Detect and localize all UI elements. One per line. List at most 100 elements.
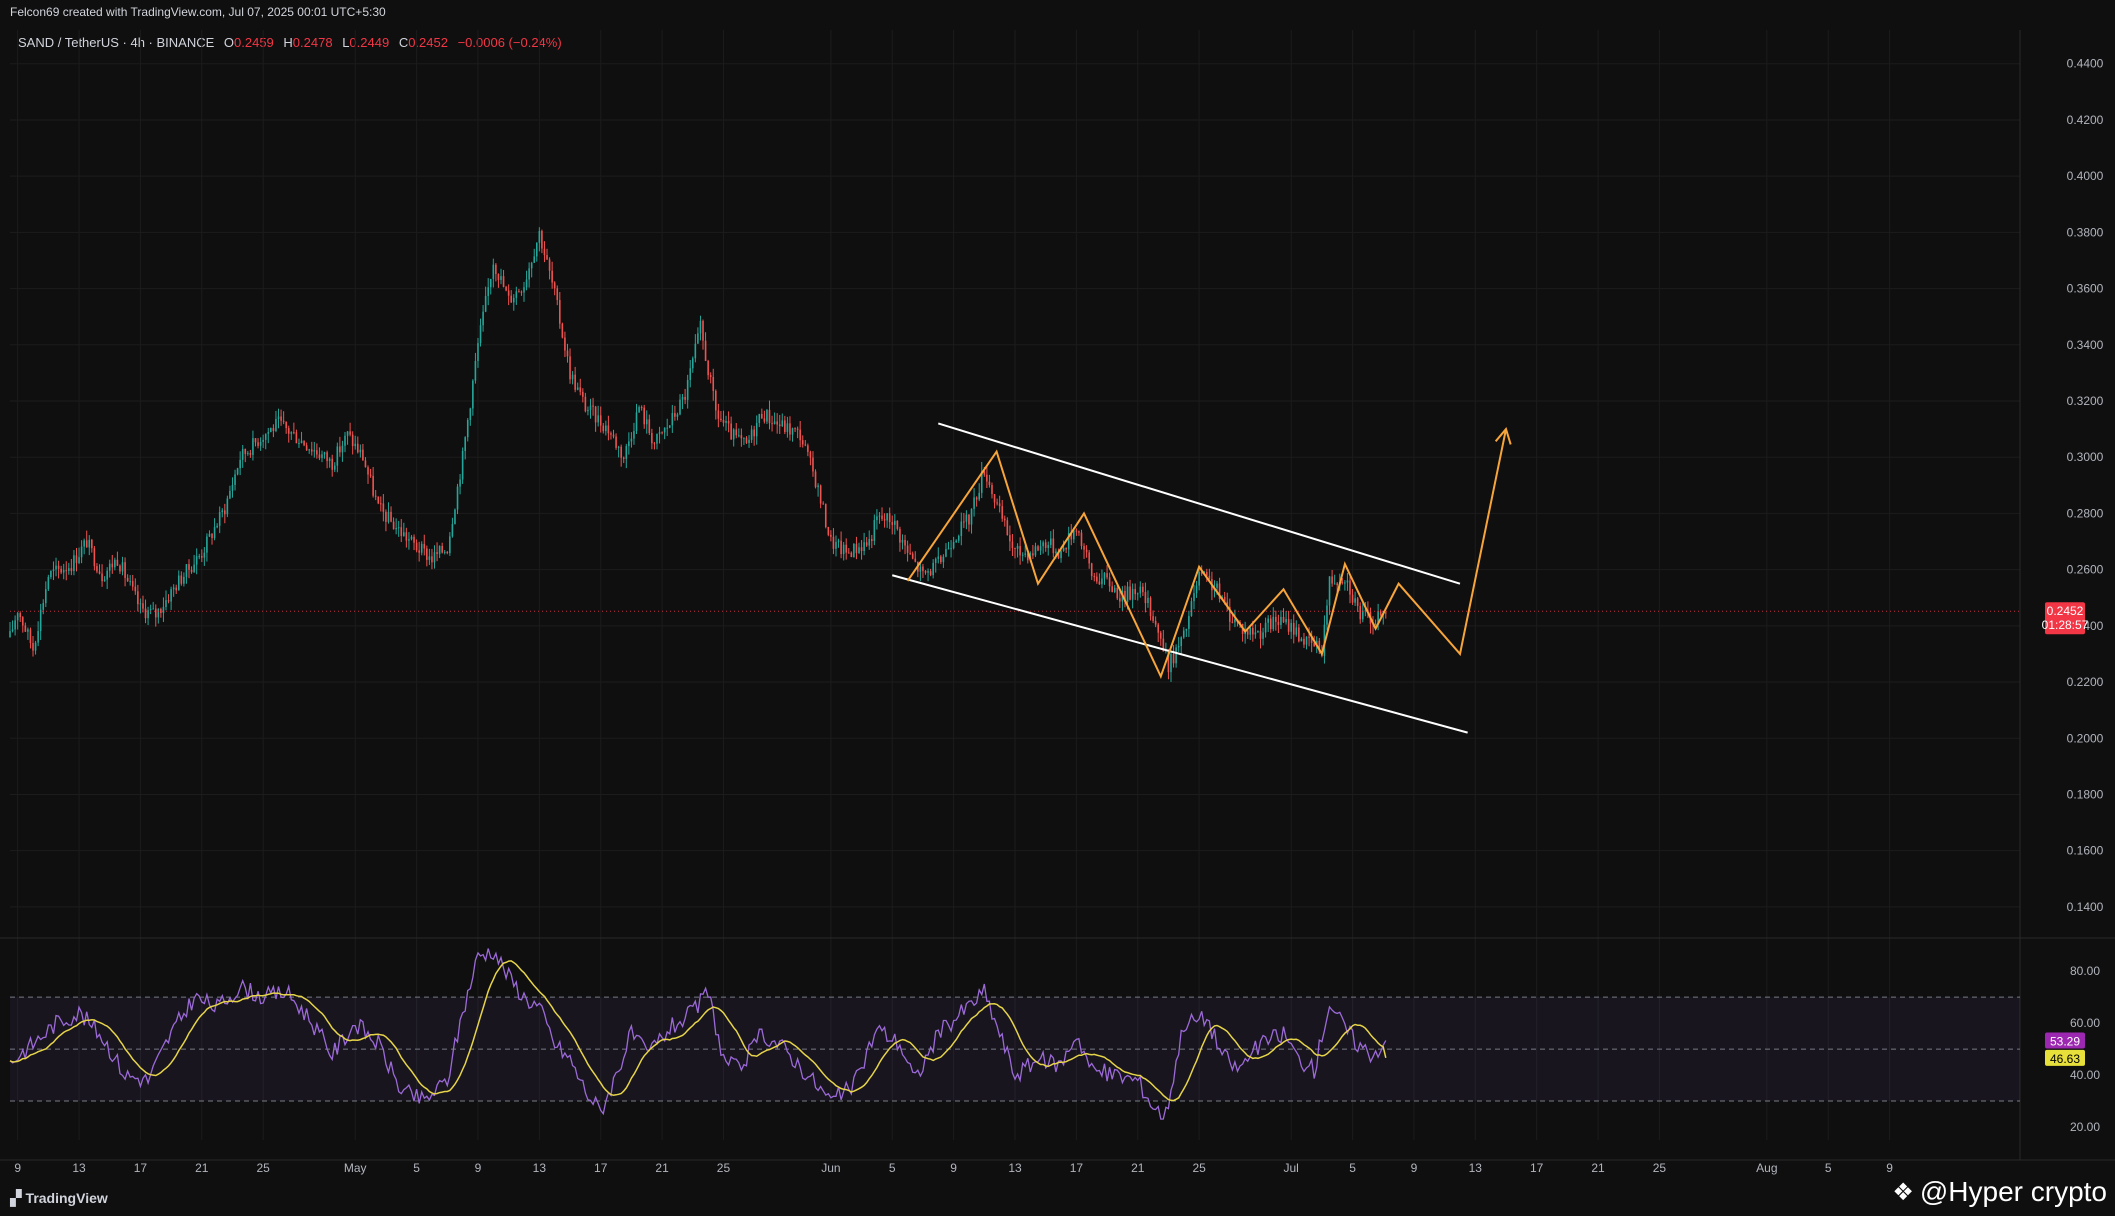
candle-body (643, 407, 645, 425)
candle-body (911, 553, 914, 559)
candle-body (1039, 546, 1042, 551)
candle-body (57, 565, 60, 569)
candle-body (1226, 601, 1229, 608)
candle-body (1131, 588, 1134, 600)
candle-body (847, 552, 850, 554)
candle-body (1308, 636, 1310, 638)
time-tick-label: 9 (475, 1161, 482, 1175)
close-value: 0.2452 (408, 35, 448, 50)
candle-body (339, 446, 341, 453)
candle-body (385, 511, 387, 522)
candle-body (410, 536, 413, 540)
candle-body (1223, 596, 1226, 602)
candle-body (597, 415, 599, 423)
time-tick-label: 9 (1886, 1161, 1893, 1175)
drawing-layer[interactable] (10, 422, 2020, 734)
candle-body (244, 448, 247, 454)
candle-body (83, 540, 85, 547)
candle-body (88, 539, 91, 548)
candle-body (1195, 585, 1198, 594)
time-axis[interactable]: 9 13 17 21 25 May 5 9 13 17 21 25 Jun 5 9 13 17 21 25 Jul 5 9… (14, 1161, 1893, 1175)
symbol-name[interactable]: SAND / TetherUS · 4h · BINANCE (18, 35, 215, 50)
candle-body (988, 481, 991, 486)
candle-body (1124, 590, 1126, 603)
candle-body (620, 446, 622, 458)
candle-body (298, 443, 300, 445)
candle-body (1180, 637, 1183, 647)
candle-body (973, 497, 975, 509)
candle-body (1282, 616, 1285, 623)
candle-body (1310, 637, 1313, 643)
candle-body (449, 536, 451, 554)
candle-body (1098, 581, 1101, 585)
candle-body (842, 544, 845, 555)
candle-body (1264, 622, 1267, 633)
price-tick-label: 0.3400 (2067, 338, 2104, 352)
candle-body (883, 519, 886, 521)
rsi-axis[interactable]: 80.00 60.00 40.00 20.00 (2070, 964, 2100, 1134)
candle-body (466, 420, 469, 438)
candle-body (1088, 552, 1090, 564)
zigzag-projection-line[interactable] (906, 428, 1507, 680)
time-tick-label: 17 (1530, 1161, 1544, 1175)
candle-body (927, 571, 929, 573)
candle-body (991, 485, 993, 495)
candle-body (1257, 630, 1259, 633)
candle-body (541, 230, 543, 249)
candle-body (436, 552, 438, 554)
candle-body (850, 552, 853, 558)
candle-body (142, 603, 144, 609)
candle-body (730, 423, 732, 440)
candle-body (766, 409, 768, 422)
candle-body (978, 492, 980, 500)
candle-body (1377, 611, 1379, 624)
change-value: −0.0006 (−0.24%) (457, 35, 562, 50)
candle-body (658, 432, 661, 434)
tradingview-icon: ▞ (10, 1190, 22, 1207)
tradingview-logo[interactable]: ▞ TradingView (10, 1189, 108, 1207)
candle-body (382, 503, 385, 512)
candle-body (778, 424, 781, 427)
candle-body (405, 532, 408, 541)
candle-body (502, 276, 505, 287)
candle-body (1170, 653, 1172, 673)
candle-body (96, 566, 98, 572)
candle-body (901, 539, 904, 543)
candle-body (165, 600, 167, 607)
candle-body (341, 445, 344, 453)
candle-body (139, 603, 142, 605)
time-tick-label: 9 (1411, 1161, 1418, 1175)
candle-body (47, 576, 50, 590)
candle-body (952, 541, 955, 549)
candle-body (114, 559, 116, 568)
price-axis[interactable]: 0.4400 0.4200 0.4000 0.3800 0.3600 0.3400 0.32… (2067, 57, 2104, 914)
candle-body (543, 248, 546, 256)
candle-body (336, 446, 339, 466)
candle-body (147, 610, 149, 619)
candle-body (374, 495, 377, 497)
time-tick-label: 13 (533, 1161, 547, 1175)
candle-body (188, 564, 190, 570)
channel-upper-line[interactable] (937, 422, 1461, 585)
candle-body (1152, 616, 1154, 621)
candle-body (446, 551, 449, 554)
candle-body (970, 508, 973, 525)
candle-body (906, 545, 909, 553)
candle-body (75, 555, 78, 564)
candle-body (1328, 576, 1331, 606)
candle-body (275, 419, 277, 432)
candle-body (50, 571, 52, 577)
candle-body (9, 631, 11, 638)
candle-body (162, 606, 165, 613)
candle-body (980, 471, 983, 493)
candle-body (1075, 530, 1078, 532)
candle-body (226, 498, 229, 515)
candle-body (722, 419, 725, 423)
candle-body (924, 570, 927, 573)
candle-body (845, 544, 848, 553)
candle-body (837, 540, 840, 542)
candle-body (21, 617, 24, 626)
channel-lower-line[interactable] (891, 574, 1468, 734)
candle-body (617, 446, 620, 448)
